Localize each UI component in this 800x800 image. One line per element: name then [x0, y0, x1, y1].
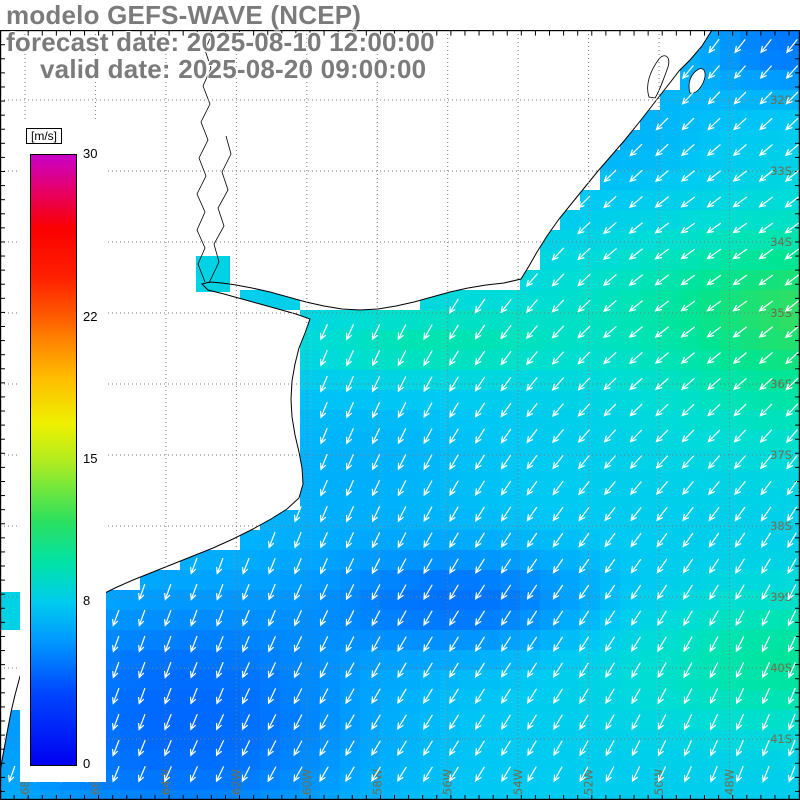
lagoon-path — [688, 68, 706, 94]
lon-axis-label: 50W — [652, 769, 666, 795]
lat-axis-label: 39S — [770, 590, 792, 604]
colorbar-tick-label: 0 — [83, 756, 91, 771]
lon-axis-label: 62W — [229, 769, 243, 795]
lat-axis-label: 37S — [770, 448, 792, 462]
land-region — [0, 30, 712, 772]
colorbar-unit-label: [m/s] — [26, 128, 62, 144]
model-title: modelo GEFS-WAVE (NCEP) — [6, 0, 362, 30]
river-path — [208, 135, 232, 284]
forecast-date-line: forecast date: 2025-08-10 12:00:00 — [6, 27, 435, 57]
lat-axis-label: 41S — [770, 732, 792, 746]
frame-layer — [0, 30, 800, 800]
ocean-cells-layer — [0, 30, 800, 800]
map-title-block: modelo GEFS-WAVE (NCEP) forecast date: 2… — [6, 2, 435, 83]
colorbar-tick-label: 15 — [83, 451, 98, 466]
lon-axis-label: 48W — [723, 769, 737, 795]
lat-axis-label: 32S — [770, 93, 792, 107]
grid-layer — [0, 30, 800, 800]
map-frame — [0, 30, 800, 800]
lat-axis-label: 34S — [770, 235, 792, 249]
land-layer — [0, 30, 712, 772]
lon-axis-label: 58W — [370, 769, 384, 795]
lon-axis-label: 56W — [441, 769, 455, 795]
lon-axis-label: 54W — [511, 769, 525, 795]
lat-axis-label: 38S — [770, 519, 792, 533]
lon-axis-label: 52W — [582, 769, 596, 795]
lagoon-path — [647, 55, 670, 99]
colorbar-tick-label: 30 — [83, 146, 98, 161]
colorbar-tick-label: 8 — [83, 593, 91, 609]
colorbar-tick-label: 22 — [83, 308, 98, 324]
colorbar-panel: [m/s] 30 22 15 8 0 — [20, 122, 106, 782]
lon-axis-label: 64W — [159, 769, 173, 795]
river-path — [196, 33, 213, 283]
colorbar-gradient — [30, 154, 77, 766]
valid-date-line: valid date: 2025-08-20 09:00:00 — [40, 54, 427, 84]
lon-axis-label: 60W — [300, 769, 314, 795]
lat-axis-label: 40S — [770, 661, 792, 675]
lat-axis-label: 33S — [770, 164, 792, 178]
